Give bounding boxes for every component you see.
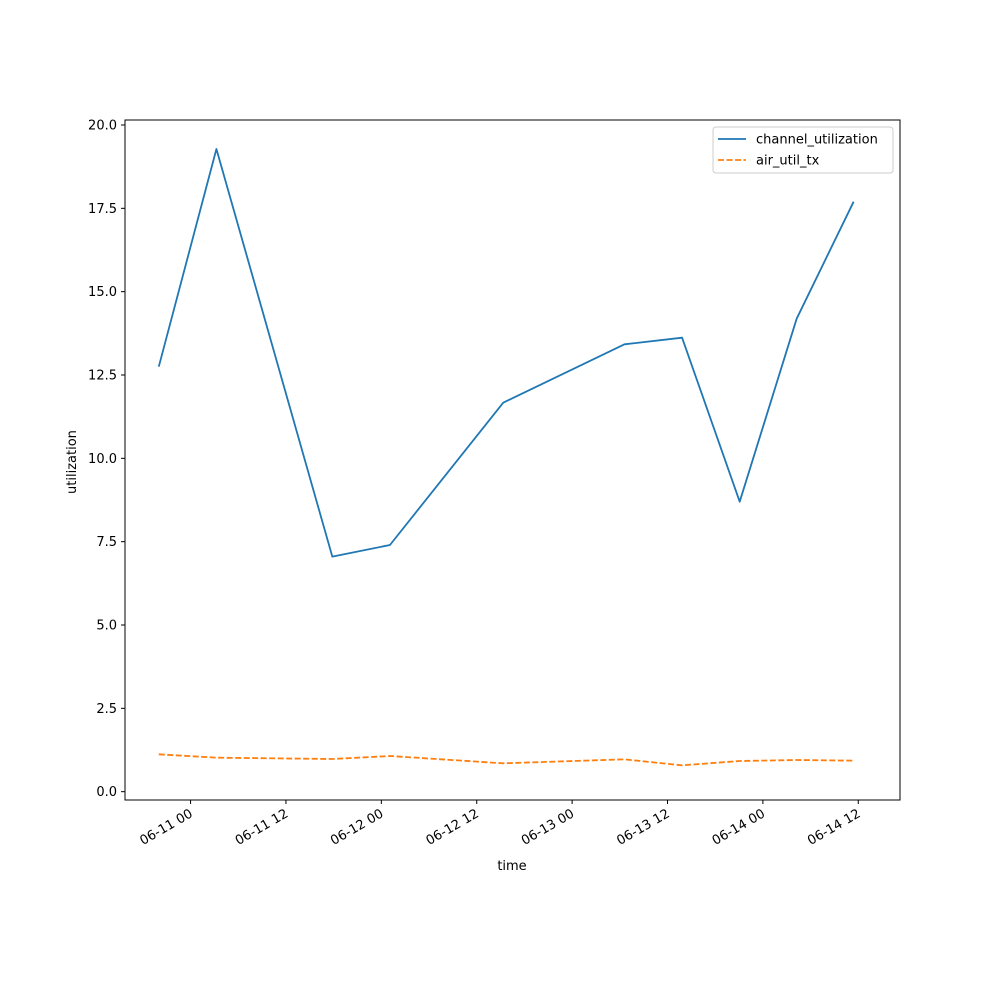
legend-box [712,126,894,174]
series-line-air-util-tx [158,753,854,767]
y-axis-label: utilization [65,430,80,494]
legend-label: channel_utilization [756,133,878,148]
y-tick-label: 2.5 [96,702,117,717]
y-tick-label: 20.0 [88,119,117,134]
legend-label: air_util_tx [756,154,820,169]
y-tick-label: 12.5 [88,369,117,384]
y-tick-label: 5.0 [96,619,117,634]
series-line-channel-utilization [157,148,855,558]
y-tick-label: 10.0 [88,452,117,467]
y-axis-ticks: 0.0 2.5 5.0 7.5 10.0 12.5 15.0 17.5 20.0 [88,119,125,800]
plot-area [124,119,901,801]
y-tick-label: 15.0 [88,285,117,300]
y-tick-label: 7.5 [96,535,117,550]
y-tick-label: 0.0 [96,785,117,800]
axes-frame [124,119,901,801]
x-axis-label: time [497,859,526,874]
legend: channel_utilization air_util_tx [712,126,894,174]
y-tick-label: 17.5 [88,202,117,217]
